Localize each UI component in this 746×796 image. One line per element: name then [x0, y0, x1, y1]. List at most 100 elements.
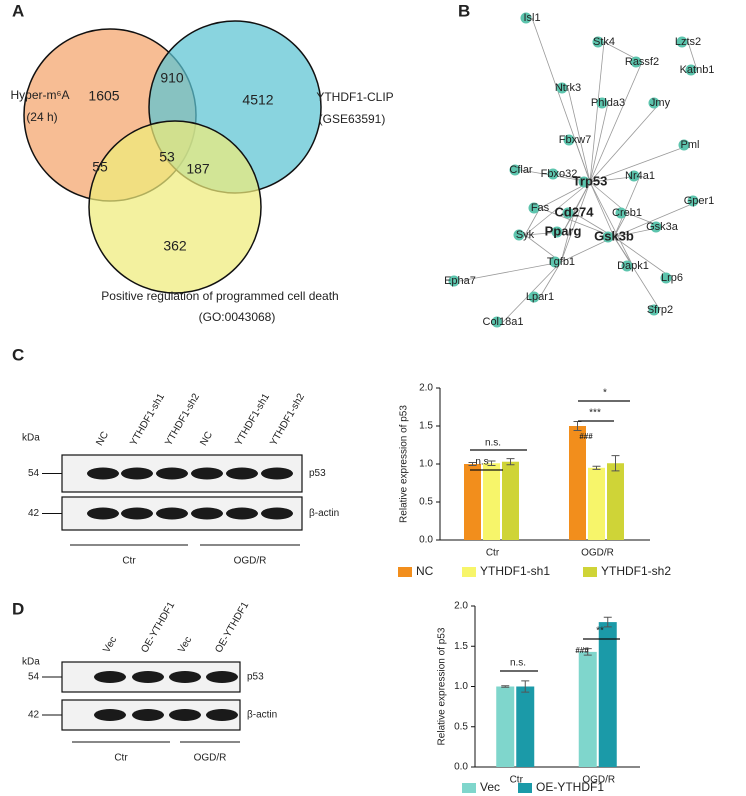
network-node — [448, 275, 460, 287]
network-edge — [567, 87, 591, 183]
network-label: Gsk3a — [646, 221, 679, 233]
band — [261, 467, 293, 480]
band — [94, 709, 126, 721]
band — [121, 467, 153, 480]
network-label: Rassf2 — [625, 56, 659, 68]
panel-letter: A — [12, 1, 24, 20]
error-bar — [487, 460, 496, 467]
band — [169, 671, 201, 683]
y-tick-label: 0.5 — [419, 497, 433, 508]
lane-label: YTHDF1-sh1 — [233, 391, 272, 447]
y-axis-label: Relative expression of p53 — [437, 627, 448, 745]
band — [191, 507, 223, 520]
network-label: Jmy — [650, 97, 671, 109]
legend-swatch — [583, 567, 597, 577]
network-label: Fbxo32 — [541, 168, 578, 180]
venn-count: 187 — [186, 161, 210, 177]
bar — [516, 686, 535, 767]
network-label: Creb1 — [612, 207, 642, 219]
lane-label: YTHDF1-sh2 — [163, 391, 202, 447]
panel-letter: C — [12, 345, 24, 364]
network-node — [687, 195, 699, 207]
network-edge — [539, 207, 615, 238]
venn-set-label: YTHDF1-CLIP — [316, 90, 393, 104]
marker-label: 54 — [28, 468, 40, 479]
network-node — [562, 207, 574, 219]
network-label: Trp53 — [573, 173, 608, 188]
network-node — [551, 226, 563, 238]
lane-label: YTHDF1-sh1 — [128, 391, 167, 447]
venn-count: 53 — [159, 149, 175, 165]
network-node — [602, 231, 614, 243]
protein-label: p53 — [309, 468, 326, 479]
error-bar — [611, 455, 620, 472]
legend-label: YTHDF1-sh2 — [601, 564, 671, 578]
band — [156, 507, 188, 520]
annotation: n.s — [475, 457, 488, 468]
network-edge — [589, 61, 643, 183]
network-node — [650, 221, 662, 233]
annotation: n.s. — [485, 438, 501, 449]
group-label: OGD/R — [194, 753, 227, 764]
lane-label: NC — [94, 430, 111, 448]
y-tick-label: 1.0 — [454, 681, 468, 692]
network-node — [660, 272, 672, 284]
network-label: Epha7 — [444, 275, 476, 287]
network-node — [491, 316, 503, 328]
network-node — [592, 36, 604, 48]
error-bar — [506, 458, 515, 466]
x-tick-label: Ctr — [510, 775, 524, 786]
network-label: Lpar1 — [526, 291, 554, 303]
venn-count: 4512 — [242, 92, 273, 108]
band — [169, 709, 201, 721]
venn-set-label: Hyper-m⁶A — [11, 88, 70, 102]
network-edge — [459, 261, 562, 282]
network-edge — [613, 236, 673, 279]
venn-count: 1605 — [88, 88, 119, 104]
band — [191, 467, 223, 480]
network-label: Col18a1 — [483, 316, 524, 328]
network-label: Katnb1 — [680, 64, 715, 76]
protein-label: β-actin — [247, 710, 277, 721]
network-label: Pparg — [545, 223, 582, 238]
bar — [496, 686, 515, 767]
network-edge — [613, 200, 700, 238]
network-node — [563, 134, 575, 146]
error-bar — [603, 616, 612, 628]
annotation: n.s. — [510, 658, 526, 669]
network-edge — [589, 41, 605, 183]
venn-count: 55 — [92, 159, 108, 175]
kda-label: kDa — [22, 657, 40, 668]
annotation: * — [603, 388, 607, 399]
band — [87, 507, 119, 520]
lane-label: Vec — [176, 635, 194, 655]
y-tick-label: 1.5 — [419, 421, 433, 432]
y-tick-label: 0.0 — [419, 535, 433, 546]
legend-label: OE-YTHDF1 — [536, 780, 604, 794]
network-label: Lrp6 — [661, 272, 683, 284]
network-label: Fbxw7 — [559, 134, 591, 146]
y-tick-label: 0.5 — [454, 721, 468, 732]
error-bar — [501, 685, 510, 688]
network-label: Isl1 — [523, 12, 540, 24]
venn-circle — [88, 120, 262, 294]
network-edge — [589, 181, 615, 238]
legend-swatch — [518, 783, 532, 793]
network-label: Gsk3b — [594, 228, 634, 243]
panel-letter: D — [12, 599, 24, 618]
kda-label: kDa — [22, 433, 40, 444]
network-edge — [539, 261, 562, 298]
venn-count: 362 — [163, 238, 187, 254]
network-node — [678, 139, 690, 151]
legend-label: YTHDF1-sh1 — [480, 564, 550, 578]
y-tick-label: 2.0 — [419, 383, 433, 394]
legend-swatch — [398, 567, 412, 577]
network-label: Phlda3 — [591, 97, 625, 109]
legend-swatch — [462, 567, 476, 577]
y-tick-label: 0.0 — [454, 762, 468, 773]
network-node — [630, 56, 642, 68]
annotation: ** — [596, 626, 604, 637]
network-node — [648, 304, 660, 316]
error-bar — [583, 648, 592, 656]
